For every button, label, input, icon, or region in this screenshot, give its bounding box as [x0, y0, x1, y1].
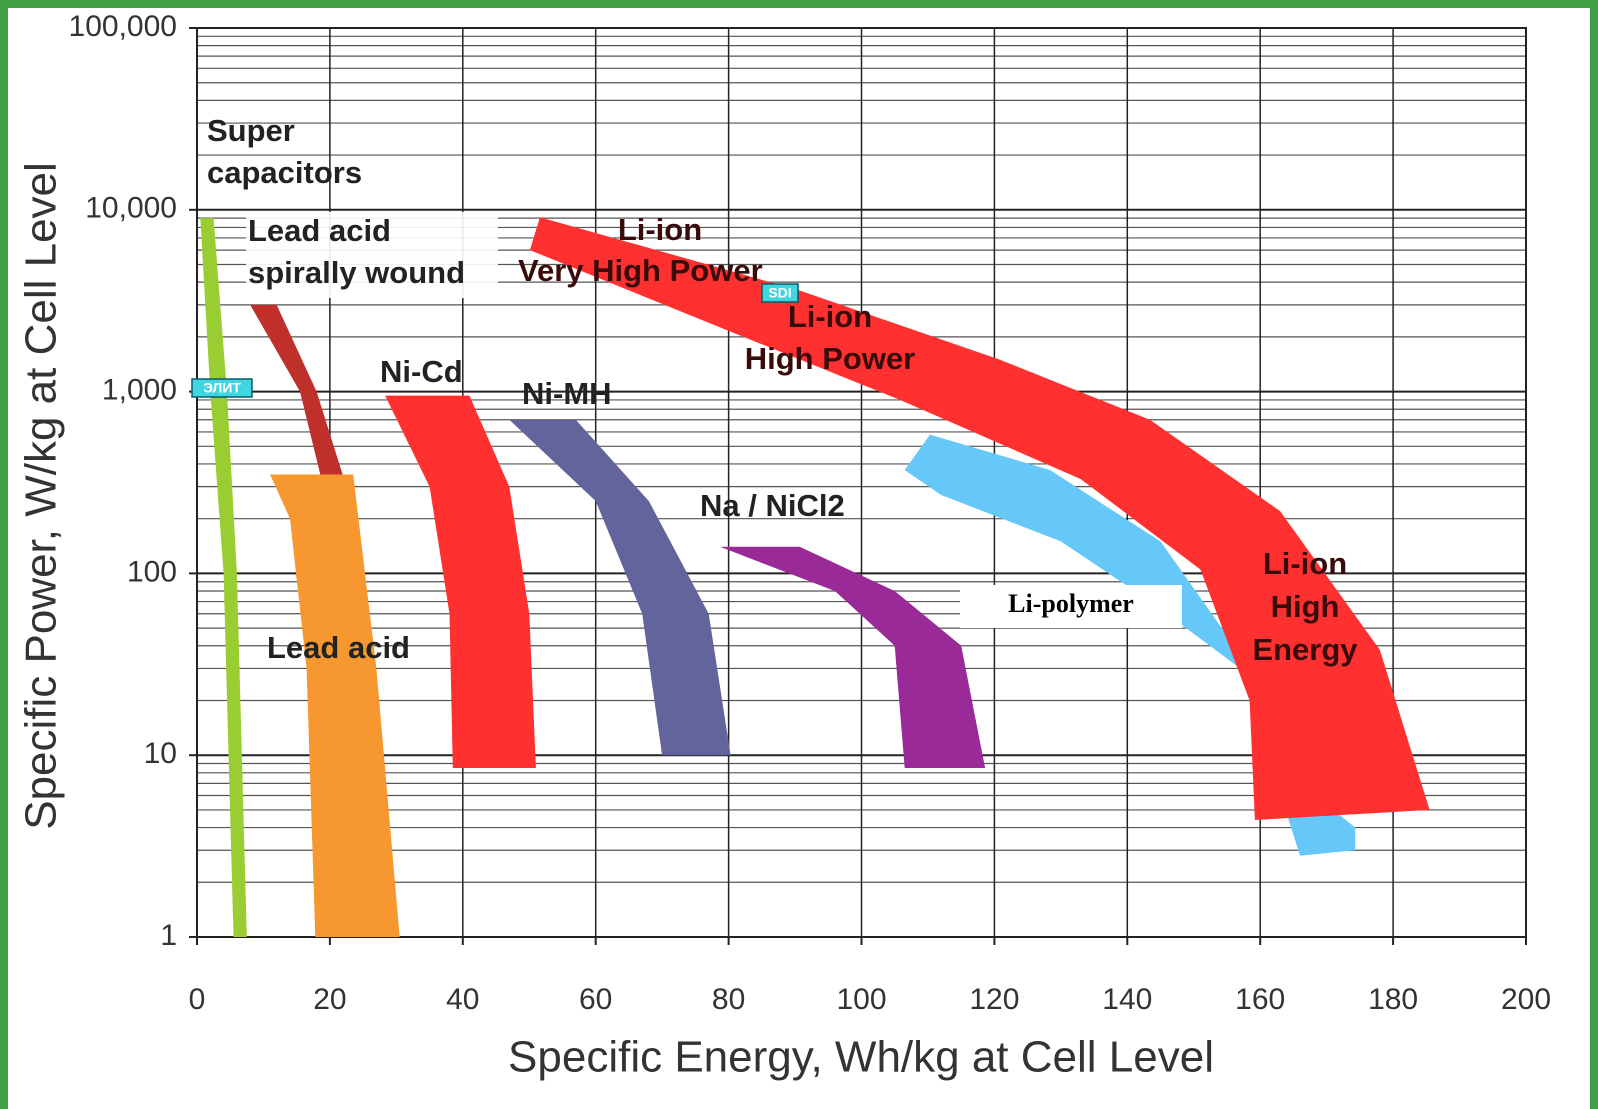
- annotation: ЭЛИТ: [203, 380, 241, 396]
- y-tick-label: 1: [160, 919, 177, 952]
- x-tick-label: 200: [1501, 983, 1551, 1016]
- region-label: capacitors: [207, 155, 362, 190]
- region-label: Li-polymer: [1008, 589, 1134, 618]
- y-tick-label: 100,000: [69, 10, 177, 43]
- annotation-box: [191, 378, 253, 398]
- region: [720, 546, 986, 768]
- region: [270, 474, 400, 937]
- y-tick-label: 10: [144, 737, 177, 770]
- region: [385, 395, 536, 768]
- region-label: Li-ion: [788, 299, 872, 334]
- y-tick-label: 10,000: [85, 192, 177, 225]
- y-axis-label: Specific Power, W/kg at Cell Level: [17, 162, 66, 830]
- x-tick-label: 80: [712, 983, 745, 1016]
- plot-border: [196, 27, 1527, 938]
- x-tick-label: 100: [836, 983, 886, 1016]
- region-label: Super: [207, 113, 295, 148]
- x-tick-label: 40: [446, 983, 479, 1016]
- region-label: High Power: [745, 341, 916, 376]
- x-tick-label: 160: [1235, 983, 1285, 1016]
- x-tick-label: 180: [1368, 983, 1418, 1016]
- region-label: spirally wound: [248, 255, 465, 290]
- label-box: [246, 212, 498, 298]
- x-axis-label: Specific Energy, Wh/kg at Cell Level: [508, 1033, 1214, 1082]
- region-label: Na / NiCl2: [700, 488, 845, 523]
- x-tick-label: 60: [579, 983, 612, 1016]
- region-label: Lead acid: [248, 213, 391, 248]
- region-label: Li-ion: [618, 212, 702, 247]
- y-tick-label: 1,000: [102, 374, 177, 407]
- region-label: High: [1271, 589, 1340, 624]
- region: [509, 419, 731, 756]
- x-tick-label: 20: [313, 983, 346, 1016]
- region: [529, 217, 1430, 820]
- region-label: Ni-MH: [522, 376, 612, 411]
- region-label: Energy: [1252, 632, 1358, 667]
- region-label: Lead acid: [267, 630, 410, 665]
- region: [200, 218, 247, 938]
- y-tick-label: 100: [127, 555, 177, 588]
- annotation: SDI: [768, 285, 791, 301]
- x-tick-label: 0: [189, 983, 206, 1016]
- label-box: [960, 585, 1182, 628]
- region-label: Li-ion: [1263, 546, 1347, 581]
- annotation-box: [761, 283, 799, 303]
- x-tick-label: 140: [1102, 983, 1152, 1016]
- region-label: Very High Power: [518, 253, 763, 288]
- region-label: Ni-Cd: [380, 354, 463, 389]
- x-tick-label: 120: [969, 983, 1019, 1016]
